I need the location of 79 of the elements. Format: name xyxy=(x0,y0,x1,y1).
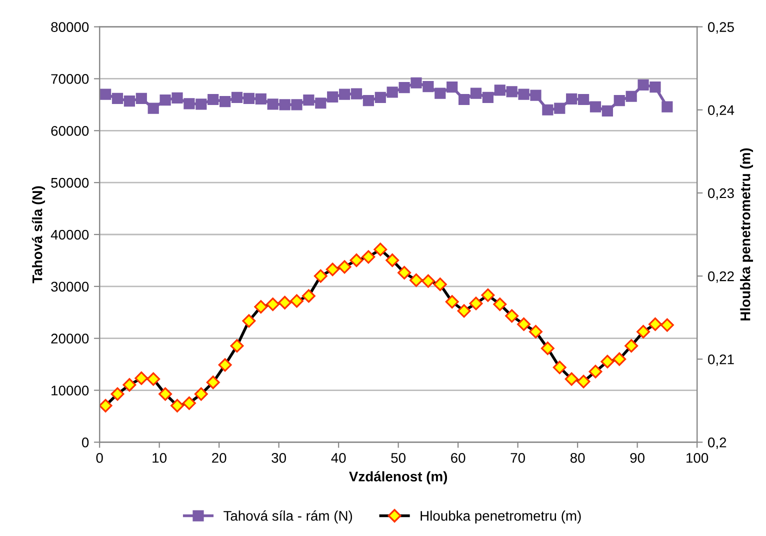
x-tick-label: 60 xyxy=(451,452,466,463)
point xyxy=(136,92,147,104)
point xyxy=(172,92,183,104)
x-tick-label: 10 xyxy=(152,452,167,463)
point xyxy=(470,88,482,99)
point xyxy=(255,93,266,105)
point xyxy=(279,99,290,110)
point xyxy=(160,94,171,106)
x-tick-label: 80 xyxy=(570,452,585,463)
x-tick-label: 20 xyxy=(212,452,226,463)
x-axis-title: Vzdálenost (m) xyxy=(349,471,448,484)
x-tick-label: 0 xyxy=(96,452,103,463)
point xyxy=(530,90,542,101)
point xyxy=(626,90,637,102)
point xyxy=(196,98,207,110)
y2-tick-label: 0,24 xyxy=(708,105,734,117)
point xyxy=(542,104,554,116)
point xyxy=(662,101,673,112)
point xyxy=(434,88,446,99)
point xyxy=(350,88,362,100)
point xyxy=(518,88,530,100)
y-tick-label: 30000 xyxy=(51,282,89,292)
y2-tick-label: 0,22 xyxy=(708,271,734,283)
y-tick-label: 80000 xyxy=(51,22,89,32)
point xyxy=(650,81,661,93)
point xyxy=(482,92,494,103)
y2-tick-label: 0,21 xyxy=(708,354,734,366)
point xyxy=(315,98,326,109)
point xyxy=(338,88,350,100)
point xyxy=(267,98,278,110)
point xyxy=(554,102,566,114)
y2-axis-title: Hloubka penetrometru (m) xyxy=(740,148,754,320)
point xyxy=(243,92,255,104)
y-tick-label: 0 xyxy=(82,438,89,448)
y-tick-label: 10000 xyxy=(52,386,89,396)
point xyxy=(566,93,578,105)
point xyxy=(410,77,422,88)
y-axis-title: Tahová síla (N) xyxy=(32,186,45,284)
y2-tick-label: 0,2 xyxy=(708,438,726,450)
y-tick-label: 50000 xyxy=(51,178,89,188)
point xyxy=(208,94,219,106)
y-tick-label: 70000 xyxy=(51,74,89,84)
point xyxy=(590,101,602,112)
x-tick-label: 30 xyxy=(272,452,286,463)
y-tick-label: 40000 xyxy=(50,230,89,240)
point xyxy=(578,94,590,106)
y-tick-label: 20000 xyxy=(51,334,89,344)
x-tick-label: 50 xyxy=(391,452,406,463)
point xyxy=(422,80,434,92)
point xyxy=(112,92,124,104)
point xyxy=(291,99,302,110)
point xyxy=(184,98,195,110)
point xyxy=(362,94,374,106)
point xyxy=(494,84,506,96)
legend-label: Tahová síla - rám (N) xyxy=(224,510,352,524)
point xyxy=(219,96,231,108)
point xyxy=(386,86,398,98)
point xyxy=(398,82,410,94)
point xyxy=(374,92,386,103)
point xyxy=(506,86,518,98)
x-tick-label: 40 xyxy=(331,452,346,463)
point xyxy=(124,95,136,107)
point xyxy=(303,94,314,106)
point xyxy=(148,102,159,114)
point xyxy=(602,105,613,116)
legend-label: Hloubka penetrometru (m) xyxy=(420,510,581,524)
point xyxy=(327,91,338,102)
y2-tick-label: 0,25 xyxy=(708,22,734,34)
x-tick-label: 100 xyxy=(686,452,708,463)
y-tick-label: 60000 xyxy=(51,126,89,136)
point xyxy=(614,94,625,106)
y2-tick-label: 0,23 xyxy=(708,188,734,200)
point xyxy=(638,79,649,91)
point xyxy=(458,94,470,106)
point xyxy=(100,88,112,100)
x-tick-label: 90 xyxy=(630,452,644,463)
x-tick-label: 70 xyxy=(510,452,525,463)
point xyxy=(231,92,243,103)
point xyxy=(446,81,458,93)
